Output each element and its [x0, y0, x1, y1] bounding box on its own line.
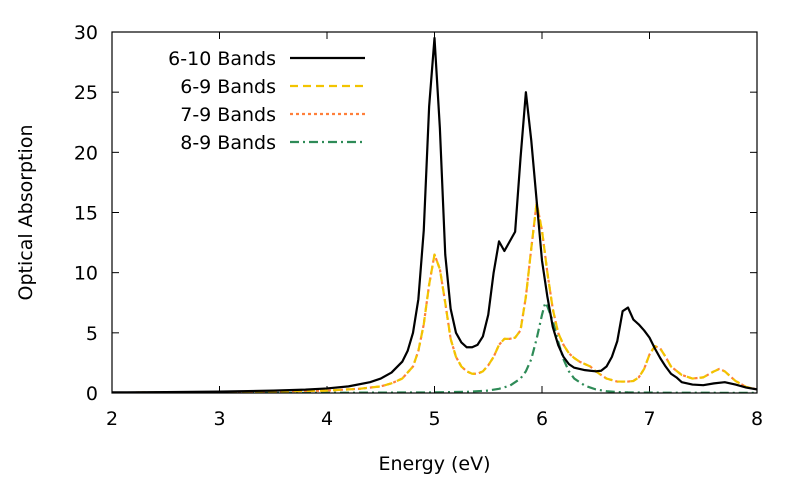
y-tick-label: 0	[86, 383, 98, 405]
y-tick-label: 5	[86, 323, 98, 345]
x-tick-label: 8	[751, 408, 763, 430]
x-tick-label: 3	[213, 408, 225, 430]
legend-label: 8-9 Bands	[180, 132, 276, 154]
x-tick-label: 6	[536, 408, 548, 430]
series-line-3	[112, 201, 757, 393]
series-line-4	[112, 301, 757, 393]
legend: 6-10 Bands 6-9 Bands 7-9 Bands 8-9 Bands	[168, 48, 365, 154]
x-tick-label: 2	[106, 408, 118, 430]
y-tick-label: 10	[74, 263, 98, 285]
series-line-1	[112, 36, 757, 393]
x-tick-label: 5	[428, 408, 440, 430]
x-tick-label: 4	[321, 408, 333, 430]
x-tick-label: 7	[643, 408, 655, 430]
plot-frame	[111, 31, 758, 394]
y-axis-title: Optical Absorption	[15, 124, 37, 300]
x-axis-title: Energy (eV)	[378, 453, 490, 475]
y-tick-label: 25	[74, 82, 98, 104]
legend-label: 6-9 Bands	[180, 76, 276, 98]
legend-label: 6-10 Bands	[168, 48, 276, 70]
axis-ticks: 2 3 4 5 6 7 8 0 5 10 15 20 25 30	[74, 22, 763, 430]
y-tick-label: 15	[74, 203, 98, 225]
series-line-2	[112, 201, 757, 393]
series-lines	[112, 36, 757, 393]
y-tick-label: 20	[74, 142, 98, 164]
legend-label: 7-9 Bands	[180, 104, 276, 126]
y-tick-label: 30	[74, 22, 98, 44]
